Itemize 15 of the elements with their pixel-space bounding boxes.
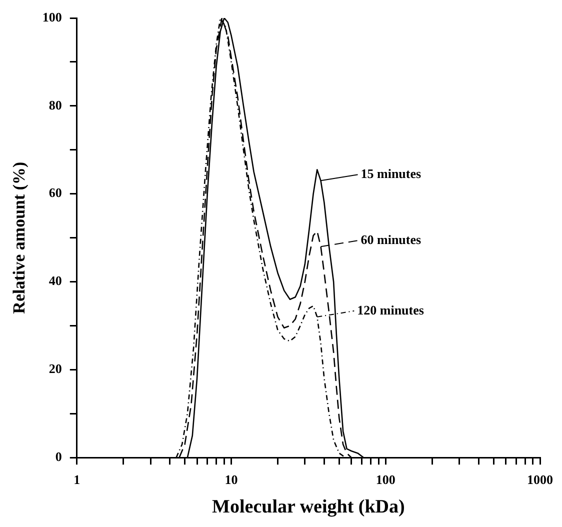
x-tick-label: 100 <box>376 472 396 487</box>
y-tick-label: 40 <box>48 273 62 288</box>
legend-label: 120 minutes <box>357 302 424 318</box>
y-tick-label: 80 <box>48 97 62 112</box>
y-tick-label: 20 <box>48 361 62 376</box>
x-tick-label: 1 <box>74 472 80 487</box>
y-tick-label: 60 <box>48 185 62 200</box>
y-tick-label: 0 <box>55 448 62 464</box>
x-axis-title: Molecular weight (kDa) <box>212 496 405 518</box>
x-tick-label: 10 <box>224 472 238 487</box>
x-tick-label: 1000 <box>527 472 553 487</box>
legend-label: 60 minutes <box>360 232 422 247</box>
y-tick-label: 100 <box>42 9 62 24</box>
y-axis-title: Relative amount (%) <box>10 162 29 314</box>
legend-label: 15 minutes <box>360 166 422 182</box>
